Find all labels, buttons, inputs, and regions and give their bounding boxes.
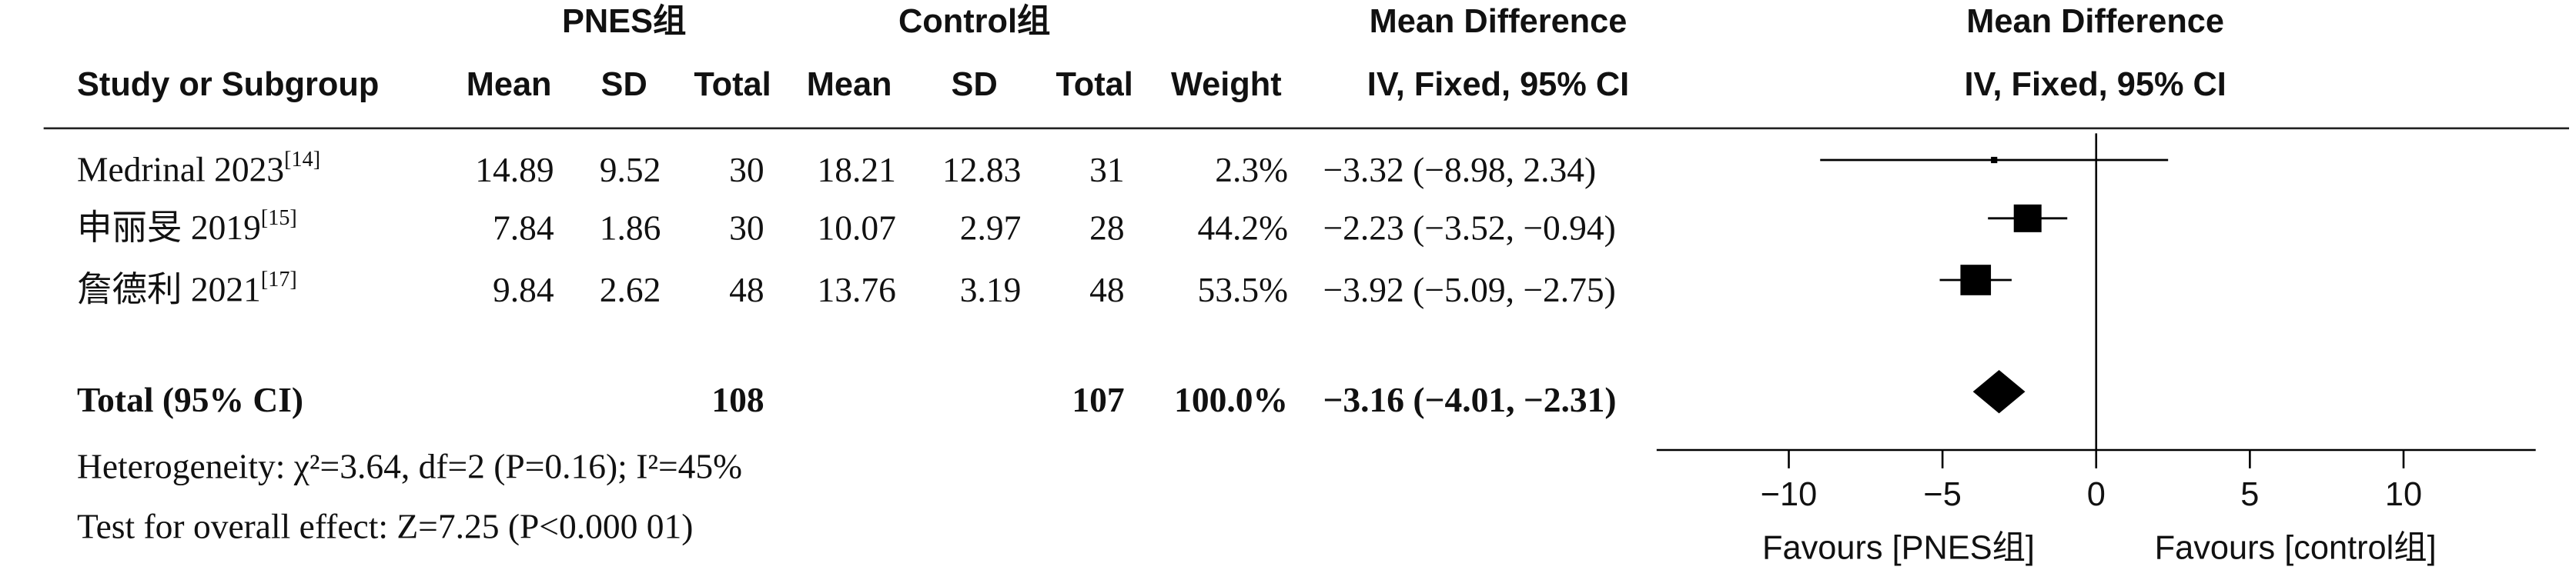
- study-ref: [14]: [284, 148, 320, 172]
- header-col: Mean: [467, 66, 552, 103]
- header-group: Control组: [898, 3, 1050, 40]
- cell: 9.84: [493, 270, 554, 309]
- cell-md: −3.16 (−4.01, −2.31): [1323, 380, 1617, 419]
- cell: 3.19: [960, 270, 1022, 309]
- header-group: PNES组: [562, 3, 686, 40]
- study-name: Medrinal 2023[14]: [77, 148, 320, 189]
- cell-md: −3.32 (−8.98, 2.34): [1323, 150, 1597, 189]
- header-col: SD: [601, 66, 647, 103]
- cell: 30: [729, 208, 764, 248]
- x-tick-label: 10: [2385, 476, 2422, 513]
- study-label: 詹德利 2021: [77, 270, 261, 309]
- heterogeneity: Heterogeneity: χ²=3.64, df=2 (P=0.16); I…: [77, 446, 742, 485]
- cell-weight: 2.3%: [1215, 150, 1288, 189]
- total-label: Total (95% CI): [77, 380, 303, 419]
- study-name: 申丽旻 2019[15]: [77, 206, 297, 247]
- summary-diamond: [1972, 370, 2026, 414]
- study-name: 詹德利 2021[17]: [77, 268, 297, 309]
- cell: 107: [1072, 380, 1124, 419]
- cell: 9.52: [600, 150, 661, 189]
- cell: 108: [711, 380, 764, 419]
- cell: 12.83: [942, 150, 1021, 189]
- cell: 30: [729, 150, 764, 189]
- x-tick-label: 0: [2087, 476, 2106, 513]
- study-label: Medrinal 2023: [77, 150, 284, 189]
- effect-square: [1991, 156, 1998, 164]
- cell: 31: [1089, 150, 1125, 189]
- study-label: 申丽旻 2019: [77, 208, 261, 248]
- cell: 28: [1089, 208, 1125, 248]
- study-ref: [17]: [261, 268, 297, 292]
- cell-md: −3.92 (−5.09, −2.75): [1323, 270, 1616, 309]
- header-col: IV, Fixed, 95% CI: [1367, 66, 1629, 103]
- header-md: Mean Difference: [1370, 3, 1628, 40]
- header-col: Mean: [807, 66, 892, 103]
- cell: 1.86: [600, 208, 661, 248]
- cell: 18.21: [817, 150, 895, 189]
- cell: 48: [729, 270, 764, 309]
- cell-weight: 53.5%: [1197, 270, 1288, 309]
- cell: 48: [1089, 270, 1125, 309]
- cell: 2.62: [600, 270, 661, 309]
- x-tick-label: −5: [1923, 476, 1961, 513]
- header-md: Mean Difference: [1966, 3, 2224, 40]
- overall-effect: Test for overall effect: Z=7.25 (P<0.000…: [77, 506, 693, 545]
- header-col: Total: [694, 66, 771, 103]
- effect-square: [2013, 204, 2042, 232]
- cell: 2.97: [960, 208, 1022, 248]
- header-col: IV, Fixed, 95% CI: [1964, 66, 2226, 103]
- cell-weight: 44.2%: [1197, 208, 1288, 248]
- header-col: Weight: [1171, 66, 1282, 103]
- header-col: SD: [952, 66, 998, 103]
- effect-square: [1960, 265, 1992, 295]
- cell-weight: 100.0%: [1174, 380, 1288, 419]
- cell-md: −2.23 (−3.52, −0.94): [1323, 208, 1616, 248]
- cell: 7.84: [493, 208, 554, 248]
- x-tick-label: 5: [2240, 476, 2259, 513]
- favours-left: Favours [PNES组]: [1762, 529, 2035, 566]
- header-col: Study or Subgroup: [77, 66, 379, 103]
- cell: 14.89: [475, 150, 554, 189]
- x-tick-label: −10: [1761, 476, 1818, 513]
- header-col: Total: [1056, 66, 1133, 103]
- favours-right: Favours [control组]: [2155, 529, 2437, 566]
- cell: 13.76: [817, 270, 895, 309]
- study-ref: [15]: [261, 206, 297, 230]
- cell: 10.07: [817, 208, 895, 248]
